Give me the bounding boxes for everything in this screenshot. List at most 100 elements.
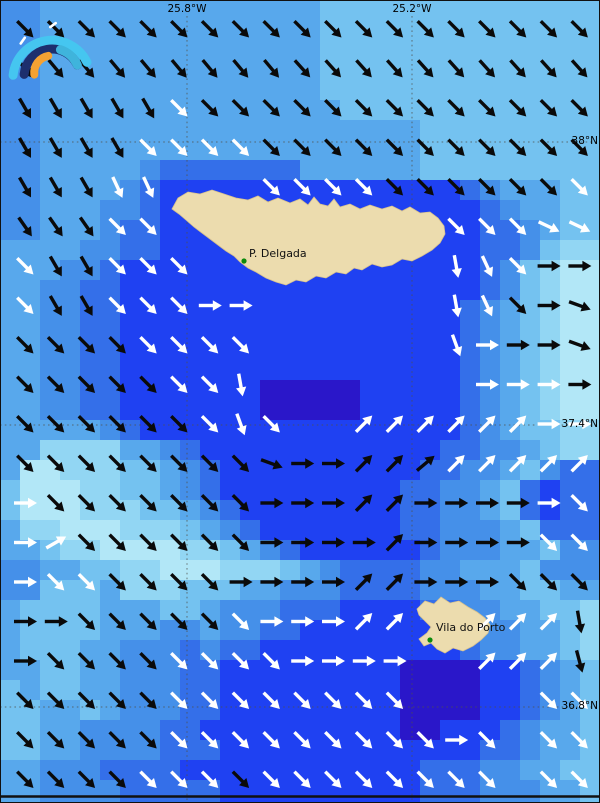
wind-arrow <box>506 339 530 351</box>
wind-arrow <box>506 497 530 509</box>
wind-arrow <box>170 257 188 275</box>
wind-speed-cell <box>0 460 20 480</box>
wind-arrow <box>324 99 342 117</box>
wind-arrow <box>139 573 157 591</box>
wind-speed-cell <box>220 560 280 580</box>
wind-speed-cell <box>120 280 480 300</box>
wind-speed-cell <box>40 400 80 420</box>
wind-speed-cell <box>540 360 560 380</box>
wind-speed-cell <box>480 700 520 720</box>
wind-arrow <box>291 537 315 548</box>
wind-arrow <box>170 454 188 472</box>
wind-speed-cell <box>400 700 480 720</box>
wind-speed-cell <box>120 340 460 360</box>
wind-speed-cell <box>0 520 20 540</box>
wind-arrow <box>170 296 188 314</box>
wind-speed-cell <box>340 100 600 120</box>
wind-speed-cell <box>0 100 40 120</box>
wind-arrow <box>539 573 558 591</box>
wind-arrow <box>46 454 65 472</box>
wind-speed-cell <box>560 540 600 560</box>
wind-speed-cell <box>440 440 480 460</box>
wind-speed-cell <box>100 760 180 780</box>
wind-arrow <box>537 418 561 430</box>
wind-arrow <box>200 652 219 670</box>
wind-speed-cell <box>0 120 40 140</box>
wind-arrow <box>260 616 284 627</box>
wind-arrow <box>385 178 404 196</box>
wind-arrow <box>231 99 250 117</box>
wind-arrow <box>385 455 404 473</box>
wind-arrow <box>139 20 157 38</box>
wind-arrow <box>77 375 96 393</box>
wind-arrow <box>18 176 32 198</box>
wind-arrow <box>570 455 588 473</box>
wind-arrow <box>200 138 219 156</box>
wind-speed-cell <box>320 560 340 580</box>
wind-arrow <box>354 731 373 749</box>
wind-arrow <box>170 731 188 749</box>
wind-speed-cell <box>560 260 600 280</box>
wind-speed-cell <box>160 620 200 640</box>
wind-speed-cell <box>40 40 320 60</box>
wind-arrow <box>447 59 465 78</box>
wind-speed-cell <box>80 240 120 260</box>
wind-arrow <box>79 255 93 277</box>
wind-speed-cell <box>80 480 120 500</box>
wind-speed-cell <box>120 580 180 600</box>
wind-arrow <box>139 652 157 670</box>
wind-speed-cell <box>520 220 540 240</box>
wind-arrow <box>77 573 96 591</box>
wind-arrow <box>539 533 558 551</box>
wind-arrow <box>200 533 219 551</box>
wind-arrow <box>568 418 592 430</box>
wind-speed-cell <box>520 240 540 260</box>
wind-speed-cell <box>220 460 420 480</box>
wind-arrow <box>478 455 496 473</box>
wind-speed-cell <box>480 280 500 300</box>
wind-speed-cell <box>80 280 120 300</box>
wind-arrow <box>139 454 157 472</box>
wind-speed-cell <box>160 160 300 180</box>
wind-speed-cell <box>520 280 540 300</box>
wind-arrow <box>415 455 435 472</box>
wind-arrow <box>539 613 558 631</box>
wind-arrow <box>260 537 284 548</box>
wind-arrow <box>111 176 124 198</box>
wind-speed-cell <box>120 780 220 803</box>
wind-speed-cell <box>40 140 420 160</box>
wind-arrow <box>447 217 465 235</box>
wind-arrow <box>231 454 250 472</box>
wind-speed-cell <box>540 400 560 420</box>
wind-speed-cell <box>540 780 580 803</box>
wind-arrow <box>568 260 592 272</box>
wind-arrow <box>48 176 62 198</box>
wind-arrow <box>231 533 250 551</box>
wind-arrow <box>508 178 527 196</box>
wind-arrow <box>480 294 493 317</box>
wind-arrow <box>570 178 588 196</box>
wind-arrow <box>354 20 373 38</box>
wind-arrow <box>447 178 465 196</box>
wind-arrow <box>291 458 315 469</box>
wind-speed-cell <box>520 260 540 280</box>
wind-speed-cell <box>520 460 540 480</box>
wind-arrow <box>48 97 62 119</box>
wind-speed-cell <box>440 480 480 500</box>
wind-speed-cell <box>540 440 560 460</box>
wind-arrow <box>77 652 96 670</box>
wind-speed-cell <box>80 300 120 320</box>
wind-speed-cell <box>100 600 160 620</box>
wind-arrow <box>46 573 65 591</box>
wind-speed-cell <box>400 720 440 740</box>
wind-speed-cell <box>200 520 220 540</box>
wind-speed-cell <box>0 680 20 700</box>
wind-speed-cell <box>340 580 420 600</box>
wind-arrow <box>170 20 188 38</box>
wind-arrow <box>385 415 404 433</box>
wind-arrow <box>416 731 434 749</box>
wind-speed-cell <box>40 780 120 803</box>
